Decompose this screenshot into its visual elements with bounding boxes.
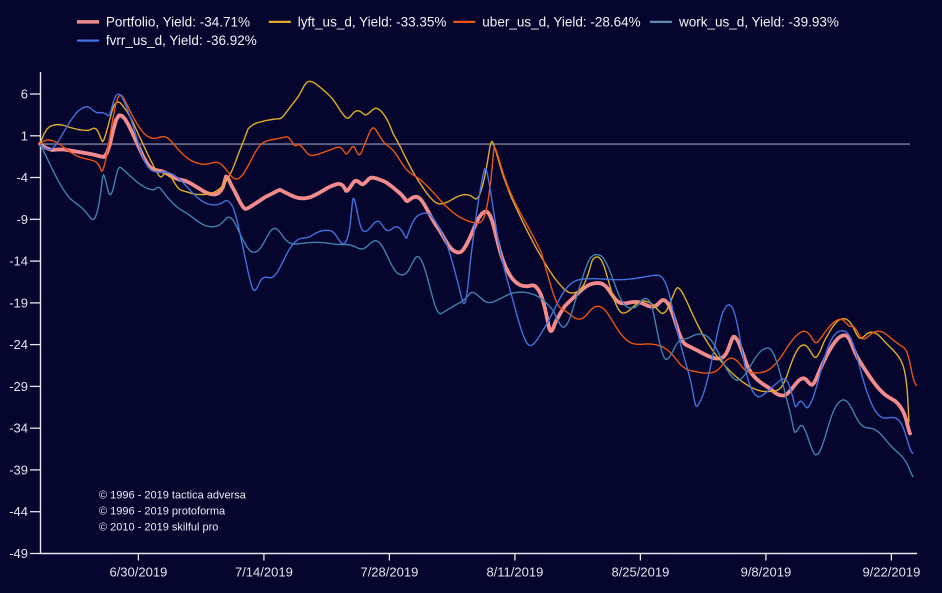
svg-text:8/11/2019: 8/11/2019 bbox=[486, 565, 543, 580]
svg-text:-44: -44 bbox=[9, 504, 28, 519]
svg-text:9/22/2019: 9/22/2019 bbox=[862, 565, 920, 580]
svg-text:-49: -49 bbox=[9, 546, 28, 561]
svg-text:© 1996 - 2019 tactica adversa: © 1996 - 2019 tactica adversa bbox=[99, 490, 247, 502]
svg-text:Portfolio, Yield: -34.71%: Portfolio, Yield: -34.71% bbox=[106, 14, 250, 29]
svg-text:-19: -19 bbox=[9, 295, 28, 310]
svg-text:-9: -9 bbox=[16, 212, 28, 227]
svg-text:uber_us_d, Yield: -28.64%: uber_us_d, Yield: -28.64% bbox=[482, 14, 640, 29]
svg-text:lyft_us_d, Yield: -33.35%: lyft_us_d, Yield: -33.35% bbox=[298, 14, 447, 29]
svg-text:1: 1 bbox=[21, 128, 28, 143]
svg-text:work_us_d, Yield: -39.93%: work_us_d, Yield: -39.93% bbox=[678, 14, 839, 29]
svg-text:7/14/2019: 7/14/2019 bbox=[235, 565, 293, 580]
svg-text:7/28/2019: 7/28/2019 bbox=[360, 565, 418, 580]
svg-text:-14: -14 bbox=[9, 254, 28, 269]
svg-text:-39: -39 bbox=[9, 462, 28, 477]
svg-text:6/30/2019: 6/30/2019 bbox=[109, 565, 167, 580]
svg-text:© 1996 - 2019 protoforma: © 1996 - 2019 protoforma bbox=[99, 506, 226, 518]
svg-text:-24: -24 bbox=[9, 337, 28, 352]
svg-text:8/25/2019: 8/25/2019 bbox=[611, 565, 669, 580]
svg-text:-29: -29 bbox=[9, 379, 28, 394]
svg-text:9/8/2019: 9/8/2019 bbox=[741, 565, 792, 580]
svg-text:-34: -34 bbox=[9, 421, 28, 436]
svg-text:-4: -4 bbox=[16, 170, 28, 185]
svg-text:© 2010 - 2019 skilful pro: © 2010 - 2019 skilful pro bbox=[99, 522, 218, 534]
svg-text:fvrr_us_d, Yield: -36.92%: fvrr_us_d, Yield: -36.92% bbox=[106, 33, 257, 48]
svg-text:6: 6 bbox=[21, 87, 28, 102]
